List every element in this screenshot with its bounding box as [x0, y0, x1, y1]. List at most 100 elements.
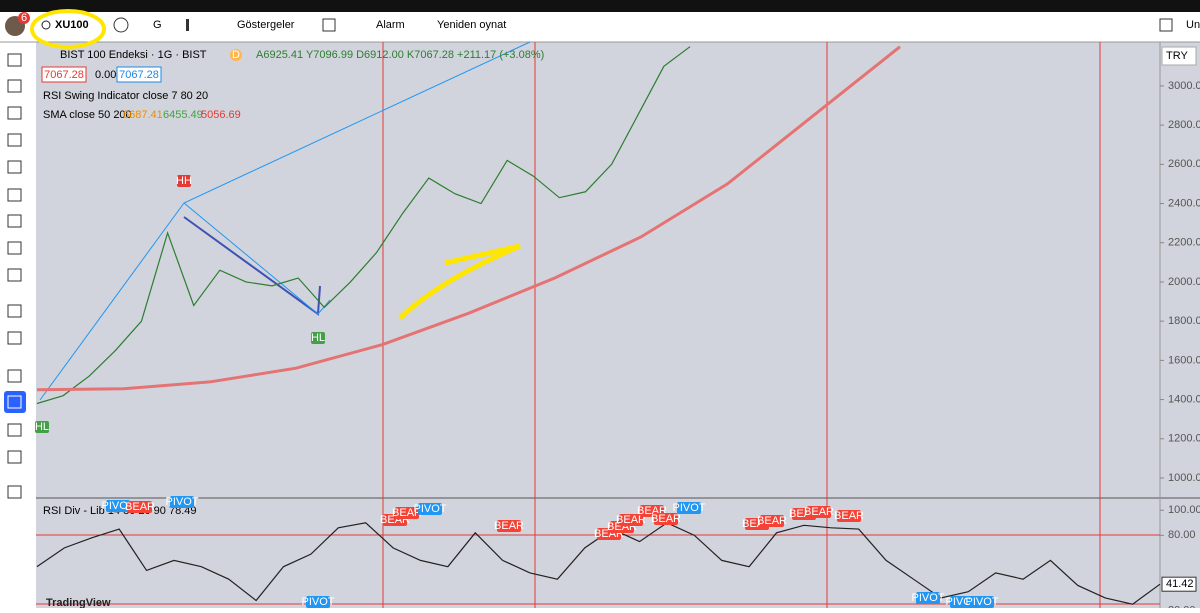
- yellow-arrow: [398, 243, 521, 320]
- marker: PIVOT: [413, 503, 446, 515]
- tool-icon[interactable]: [7, 188, 22, 202]
- marker: PIVOT: [301, 596, 334, 608]
- top-bar: [0, 0, 1200, 12]
- marker-box: [395, 507, 419, 519]
- y-tick-label: 1800.00: [1168, 315, 1200, 327]
- tool-icon[interactable]: [7, 485, 22, 499]
- tool-icon[interactable]: [7, 133, 22, 147]
- account[interactable]: Un: [1186, 19, 1200, 31]
- tool-icon[interactable]: [7, 106, 22, 120]
- indicators[interactable]: Göstergeler: [237, 19, 295, 31]
- marker: BEAR: [834, 510, 864, 522]
- highlight-circle: [30, 9, 106, 49]
- sma-value: 6687.41: [123, 109, 163, 121]
- chart-type-icon[interactable]: [186, 19, 189, 31]
- marker: PIVOT: [101, 500, 134, 512]
- tool-icon[interactable]: [7, 79, 22, 93]
- annotation-box: [177, 175, 191, 187]
- symbol[interactable]: XU100: [55, 19, 89, 31]
- interval[interactable]: G: [153, 19, 162, 31]
- y-tick-label: 1200.00: [1168, 433, 1200, 445]
- marker-box: [654, 513, 678, 525]
- series-line: [36, 45, 901, 392]
- tool-icon[interactable]: [7, 331, 22, 345]
- annotation-box: [311, 332, 325, 344]
- chart-bg: [36, 42, 1200, 608]
- watermark: TradingView: [46, 597, 111, 608]
- currency[interactable]: TRY: [1166, 50, 1188, 62]
- y-tick-label: 2600.00: [1168, 158, 1200, 170]
- flag-text: D: [232, 49, 240, 61]
- series-line: [36, 46, 691, 405]
- indicator: RSI Swing Indicator close 7 80 20: [43, 90, 208, 102]
- marker: BEAR: [757, 515, 787, 527]
- marker: BEAR: [125, 501, 155, 513]
- tool-icon[interactable]: [7, 369, 22, 383]
- trendline: [183, 202, 331, 315]
- sma-value: 5056.69: [201, 109, 241, 121]
- tool-icon[interactable]: [7, 241, 22, 255]
- annotation: HL: [311, 332, 325, 344]
- marker: BEAR: [392, 507, 422, 519]
- y-tick-label: 2000.00: [1168, 276, 1200, 288]
- marker: BEAR: [804, 506, 834, 518]
- marker-box: [807, 506, 831, 518]
- price-box[interactable]: [41, 66, 87, 83]
- marker-box: [306, 596, 330, 608]
- replay[interactable]: Yeniden oynat: [437, 19, 506, 31]
- marker-box: [837, 510, 861, 522]
- ohlc: A6925.41 Y7096.99 D6912.00 K7067.28 +211…: [256, 49, 544, 61]
- tool-icon[interactable]: [7, 304, 22, 318]
- y-tick-label: 2400.00: [1168, 197, 1200, 209]
- marker-box: [760, 515, 784, 527]
- y-tick-label: 20.00: [1168, 604, 1196, 608]
- annotation-box: [35, 421, 49, 433]
- marker-box: [950, 596, 974, 608]
- y-tick-label: 100.00: [1168, 504, 1200, 516]
- last-value: 41.42: [1166, 578, 1194, 590]
- marker: PIVOT: [672, 502, 705, 514]
- marker-box: [128, 501, 152, 513]
- marker-box: [619, 514, 643, 526]
- spread: 0.00: [95, 69, 116, 81]
- tool-icon[interactable]: [7, 160, 22, 174]
- annotation: HL: [35, 421, 49, 433]
- tool-icon[interactable]: [7, 53, 22, 67]
- y-tick-label: 2800.00: [1168, 119, 1200, 131]
- price-box-text[interactable]: 7067.28: [119, 69, 159, 81]
- tool-icon[interactable]: [7, 423, 22, 437]
- tool-icon[interactable]: [7, 268, 22, 282]
- badge: [18, 12, 30, 24]
- flag: [230, 49, 242, 61]
- marker-box: [677, 502, 701, 514]
- marker: PIVOT: [965, 596, 998, 608]
- y-tick-label: 1400.00: [1168, 393, 1200, 405]
- sma-value: 6455.49: [163, 109, 203, 121]
- marker-box: [497, 520, 521, 532]
- badge-text: 6: [21, 12, 27, 24]
- y-tick-label: 1000.00: [1168, 472, 1200, 484]
- marker-box: [418, 503, 442, 515]
- currency-box[interactable]: [1161, 46, 1197, 66]
- tool-icon[interactable]: [7, 395, 22, 409]
- alert[interactable]: Alarm: [376, 19, 405, 31]
- marker-box: [916, 592, 940, 604]
- tool-icon[interactable]: [7, 450, 22, 464]
- y-tick-label: 80.00: [1168, 529, 1196, 541]
- add-icon[interactable]: [113, 17, 129, 33]
- marker-box: [170, 496, 194, 508]
- marker: BEAR: [494, 520, 524, 532]
- marker: PIVOT: [165, 496, 198, 508]
- tool-active: [4, 391, 26, 413]
- annotation: HH: [176, 175, 192, 187]
- marker-box: [970, 596, 994, 608]
- tool-icon[interactable]: [7, 214, 22, 228]
- price-box-text[interactable]: 7067.28: [44, 69, 84, 81]
- layouts-icon[interactable]: [322, 18, 336, 32]
- price-box[interactable]: [116, 66, 162, 83]
- marker: BEAR: [651, 513, 681, 525]
- fullscreen-icon[interactable]: [1159, 18, 1173, 32]
- marker: PIVOT: [911, 592, 944, 604]
